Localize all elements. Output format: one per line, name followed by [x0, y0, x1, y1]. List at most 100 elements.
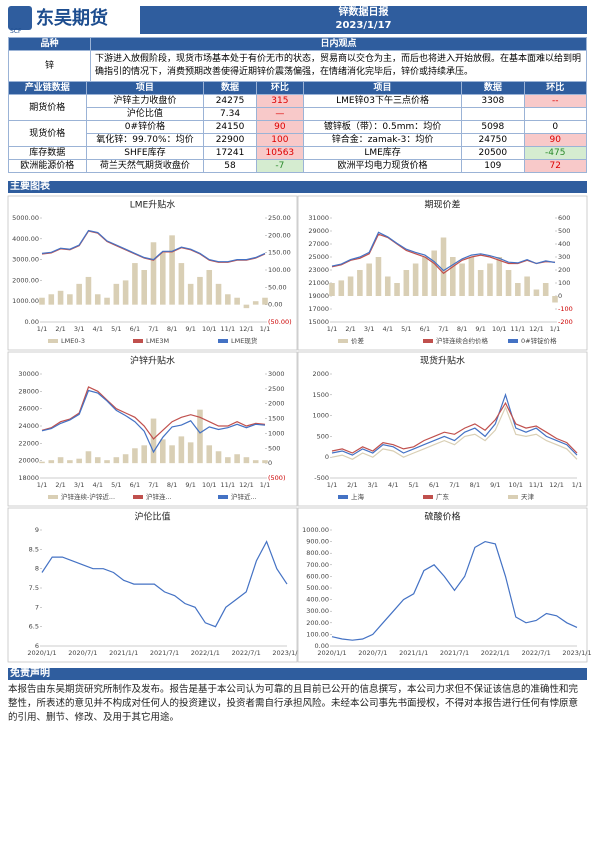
x-tick-label: 11/1 — [221, 325, 236, 333]
y-tick-label: 800.00 — [306, 549, 329, 557]
x-tick-label: 8/1 — [457, 325, 467, 333]
bar — [197, 276, 203, 305]
bar — [552, 296, 558, 303]
bar — [234, 297, 240, 305]
line — [331, 231, 556, 272]
y2-tick-label: -100 — [558, 305, 573, 313]
title-bar: 锌数据日报 2023/1/17 — [140, 6, 587, 34]
y-tick-label: 500 — [317, 432, 329, 440]
x-tick-label: 7/1 — [438, 325, 448, 333]
line — [331, 540, 578, 641]
y2-tick-label: 150.00 — [268, 249, 291, 257]
bar — [431, 250, 437, 296]
y-tick-label: 5000.00 — [12, 214, 39, 222]
y-tick-label: 21000 — [308, 279, 329, 287]
bar — [169, 235, 175, 305]
chart-frame — [297, 351, 588, 507]
y-tick-label: 300.00 — [306, 607, 329, 615]
column-header: 项目 — [85, 81, 205, 95]
y2-tick-label: 50.00 — [268, 283, 287, 291]
y-tick-label: 30000 — [18, 370, 39, 378]
bar — [403, 270, 410, 296]
bar — [57, 290, 64, 305]
chart-title: 沪伦比值 — [134, 511, 170, 523]
bar — [505, 270, 512, 296]
bar — [243, 304, 250, 309]
x-tick-label: 1/1 — [260, 481, 270, 489]
y-tick-label: 7.5 — [29, 584, 39, 592]
legend-swatch — [423, 495, 433, 499]
y-tick-label: 600.00 — [306, 572, 329, 580]
item: 欧洲平均电力现货价格 — [303, 159, 463, 173]
bar — [104, 460, 110, 464]
x-tick-label: 4/1 — [93, 481, 103, 489]
line — [41, 389, 266, 454]
bar — [215, 451, 222, 464]
legend-swatch — [508, 495, 518, 499]
bar — [94, 457, 101, 464]
legend-swatch — [133, 495, 143, 499]
bar — [252, 301, 259, 305]
x-tick-label: 1/1 — [550, 325, 560, 333]
y-tick-label: 31000 — [308, 214, 329, 222]
y2-tick-label: 200.00 — [268, 231, 291, 239]
legend-swatch — [48, 495, 58, 499]
x-tick-label: 8/1 — [167, 481, 177, 489]
bar — [206, 445, 213, 464]
y2-tick-label: 600 — [558, 214, 570, 222]
bar — [338, 280, 345, 296]
legend-label: 价差 — [351, 336, 365, 345]
x-tick-label: 10/1 — [492, 325, 507, 333]
x-tick-label: 3/1 — [364, 325, 374, 333]
x-tick-label: 2020/1/1 — [27, 649, 56, 657]
variety: 锌 — [8, 50, 91, 82]
bar — [67, 460, 73, 464]
y2-tick-label: (500) — [268, 474, 285, 482]
bar — [160, 252, 166, 305]
x-tick-label: 5/1 — [111, 325, 121, 333]
y-tick-label: 24000 — [18, 422, 39, 430]
bar — [412, 263, 419, 296]
x-tick-label: 2022/1/1 — [191, 649, 220, 657]
column-header: 环比 — [523, 81, 588, 95]
y-tick-label: 23000 — [308, 266, 329, 274]
bar — [394, 283, 400, 296]
view-table: 品种 日内观点 锌下游进入放假阶段，现货市场基本处于有价无市的状态，贸易商以交仓为… — [8, 37, 587, 82]
x-tick-label: 3/1 — [74, 325, 84, 333]
legend-label: 0#锌锭价格 — [521, 336, 557, 345]
x-tick-label: 7/1 — [449, 481, 459, 489]
y2-tick-label: 100 — [558, 279, 570, 287]
x-tick-label: 2020/7/1 — [358, 649, 387, 657]
legend-swatch — [133, 339, 143, 343]
bar — [225, 294, 231, 305]
line — [331, 392, 578, 456]
y-tick-label: 1500 — [312, 391, 329, 399]
bar — [459, 263, 465, 296]
legend-label: LME3M — [146, 337, 169, 345]
data-row: 期货价格 沪锌主力收盘价 24275 315 LME锌03下午三点价格 3308 -- — [8, 94, 588, 121]
x-tick-label: 4/1 — [383, 325, 393, 333]
bar — [132, 263, 138, 305]
bar — [262, 297, 268, 305]
y-tick-label: 15000 — [308, 318, 329, 326]
y-tick-label: 700.00 — [306, 561, 329, 569]
y-tick-label: 200.00 — [306, 619, 329, 627]
y-tick-label: 19000 — [308, 292, 329, 300]
bar — [366, 263, 372, 296]
x-tick-label: 5/1 — [401, 325, 411, 333]
logo-sub: SCF — [10, 28, 22, 35]
bar — [113, 457, 120, 464]
y2-tick-label: -200 — [558, 318, 573, 326]
x-tick-label: 4/1 — [388, 481, 398, 489]
y-tick-label: 1000 — [312, 412, 329, 420]
line — [331, 405, 578, 460]
bar — [262, 460, 268, 464]
x-tick-label: 10/1 — [508, 481, 523, 489]
bar — [524, 276, 530, 296]
y2-tick-label: 100.00 — [268, 266, 291, 274]
change: 90 — [255, 120, 305, 134]
change: 100 — [255, 133, 305, 147]
x-tick-label: 9/1 — [475, 325, 485, 333]
y2-tick-label: 500 — [268, 444, 280, 452]
